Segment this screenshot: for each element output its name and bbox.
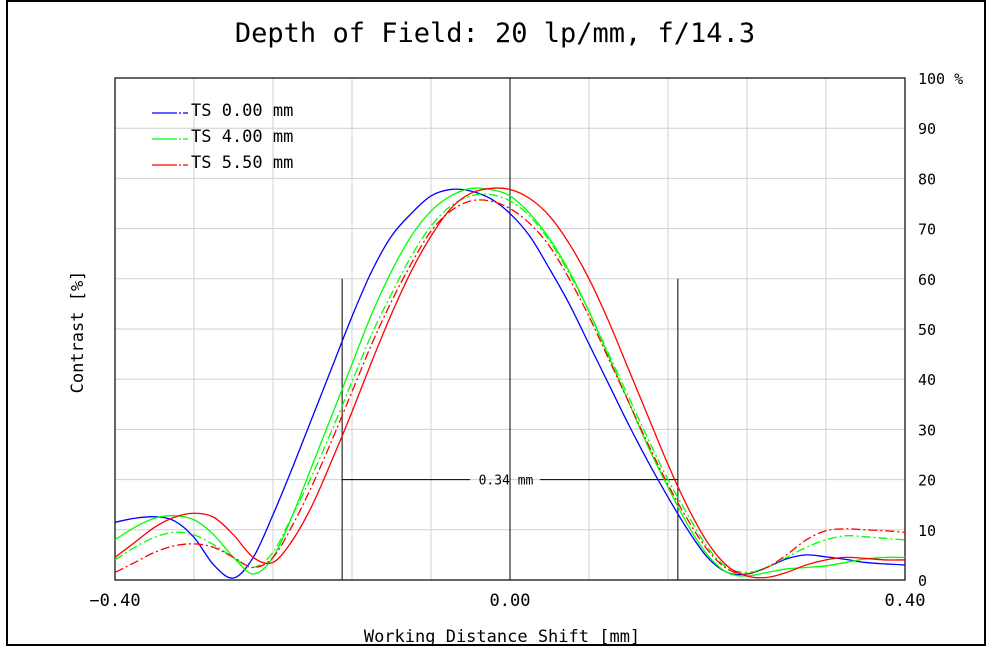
x-tick-label: −0.40	[89, 591, 140, 611]
y-tick-label: 30	[918, 421, 936, 439]
legend-label: TS 5.50 mm	[191, 153, 293, 173]
y-tick-label: 60	[918, 271, 936, 289]
dof-span-label: 0.34 mm	[479, 474, 534, 489]
y-tick-label: 100 %	[918, 70, 963, 88]
grid	[114, 77, 906, 581]
y-tick-label: 70	[918, 221, 936, 239]
y-tick-label: 90	[918, 120, 936, 138]
series-line-1	[114, 187, 906, 577]
tick-labels: −0.40 0.00 0.400 10 20 30 40 50 60 70 80 90 100 %	[89, 70, 963, 611]
depth-of-field-chart: 0.34 mm TS 0.00 mm TS 4.00 mm TS 5.50 mm −…	[68, 18, 963, 647]
y-tick-label: 10	[918, 522, 936, 540]
x-axis-label: Working Distance Shift [mm]	[364, 627, 640, 647]
series-line-3	[114, 187, 906, 579]
y-tick-label: 80	[918, 170, 936, 188]
y-tick-label: 40	[918, 371, 936, 389]
y-tick-label: 0	[918, 572, 927, 590]
y-tick-label: 50	[918, 321, 936, 339]
annotation: 0.34 mm	[341, 278, 679, 580]
series-line-4	[114, 199, 906, 575]
legend-label: TS 0.00 mm	[191, 101, 293, 121]
legend-label: TS 4.00 mm	[191, 127, 293, 147]
y-tick-label: 20	[918, 472, 936, 490]
x-tick-label: 0.00	[490, 591, 531, 611]
series-lines	[114, 187, 906, 579]
chart-frame: 0.34 mm TS 0.00 mm TS 4.00 mm TS 5.50 mm −…	[6, 0, 986, 647]
legend: TS 0.00 mm TS 4.00 mm TS 5.50 mm	[152, 101, 293, 173]
chart-title: Depth of Field: 20 lp/mm, f/14.3	[235, 18, 755, 49]
y-axis-label: Contrast [%]	[68, 271, 88, 394]
x-tick-label: 0.40	[885, 591, 926, 611]
